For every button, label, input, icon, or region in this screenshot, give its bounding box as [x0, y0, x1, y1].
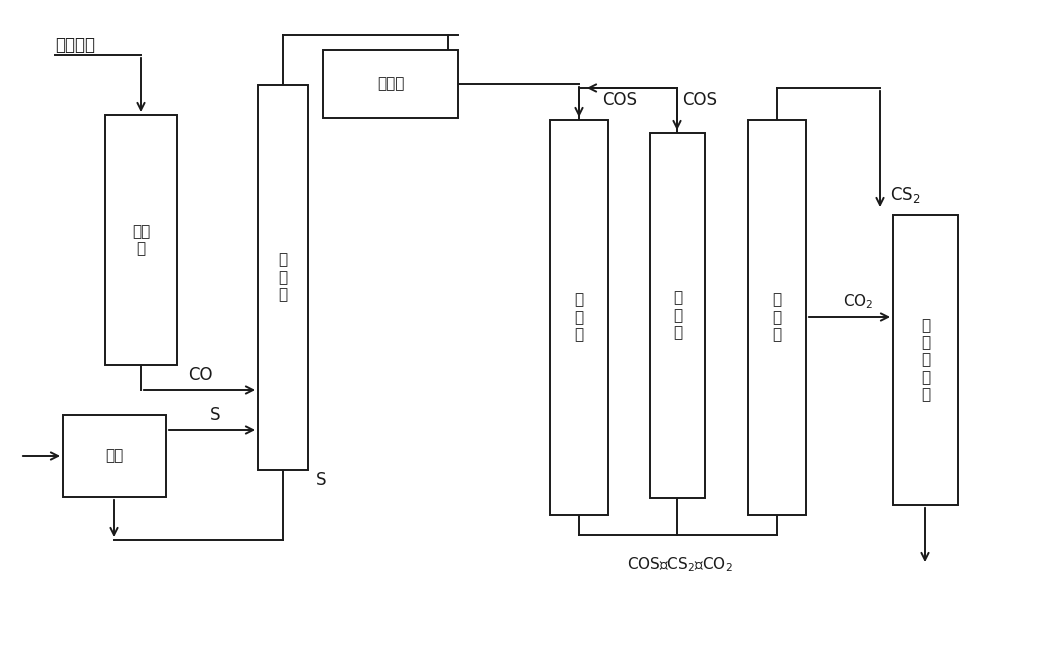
Text: 冷凝器: 冷凝器 [377, 77, 404, 92]
Text: CO$_2$: CO$_2$ [843, 293, 874, 311]
Bar [550, 120, 608, 515]
Text: S: S [316, 471, 327, 489]
Text: COS、CS$_2$、CO$_2$: COS、CS$_2$、CO$_2$ [627, 556, 733, 574]
Bar [748, 120, 807, 515]
Text: CS$_2$: CS$_2$ [890, 185, 920, 205]
Bar [893, 215, 958, 505]
Bar [257, 85, 307, 470]
Text: 反
应
器: 反 应 器 [672, 290, 682, 340]
Text: 精
馏
塔: 精 馏 塔 [772, 292, 782, 342]
Text: 净化
器: 净化 器 [132, 224, 150, 256]
Text: 反
应
器: 反 应 器 [279, 253, 287, 303]
Text: 碳
酸
盐
工
厂: 碳 酸 盐 工 厂 [921, 318, 930, 402]
Bar [323, 50, 458, 118]
Text: 熔炉: 熔炉 [105, 449, 123, 464]
Text: CO: CO [187, 366, 212, 384]
Text: COS: COS [602, 91, 637, 109]
Bar [105, 115, 177, 365]
Text: COS: COS [682, 91, 717, 109]
Text: 工业废气: 工业废气 [55, 36, 95, 54]
Bar [63, 415, 166, 497]
Text: S: S [210, 406, 220, 424]
Bar [650, 133, 705, 498]
Text: 精
馏
塔: 精 馏 塔 [575, 292, 583, 342]
